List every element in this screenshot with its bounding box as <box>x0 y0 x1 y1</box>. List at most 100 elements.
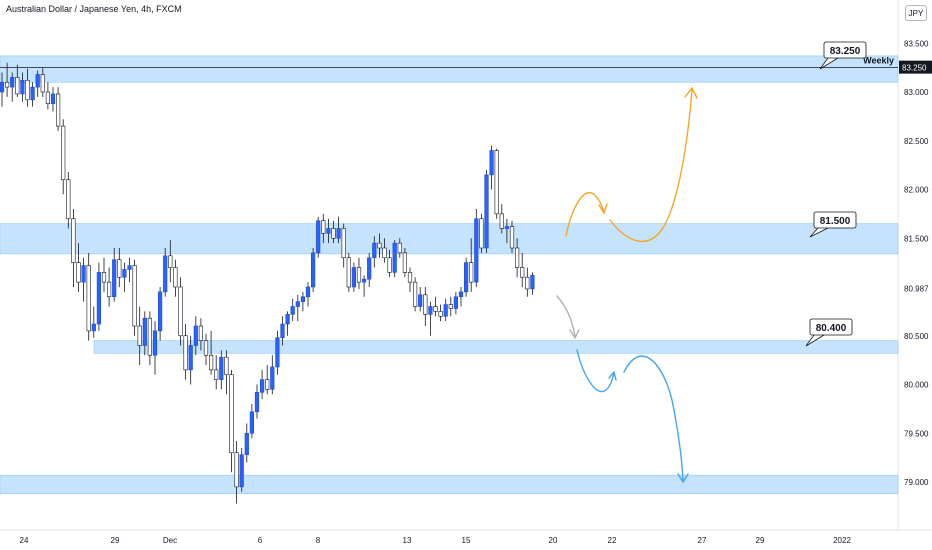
candle-body <box>214 369 219 380</box>
candle <box>479 213 484 253</box>
candle-body <box>458 291 464 298</box>
price-tick-label: 80.500 <box>904 332 929 341</box>
orange-arrowhead-2 <box>684 86 698 99</box>
candle-body <box>489 150 494 176</box>
candle <box>173 259 178 297</box>
price-callout[interactable]: 81.500 <box>809 211 857 238</box>
callout-text: 83.250 <box>830 46 861 57</box>
candle-body <box>152 330 158 356</box>
candle-body <box>45 91 50 104</box>
price-tick-label: 80.987 <box>904 284 929 293</box>
blue-projection-part-2 <box>623 355 684 481</box>
grey-arrowhead <box>569 329 580 340</box>
weekly-level-line: Weekly <box>0 56 898 69</box>
candle-body <box>367 257 372 280</box>
price-axis[interactable]: 83.500 83.000 82.500 82.000 81.500 80.987 80.5… <box>899 39 932 487</box>
candle-body <box>377 242 382 249</box>
candle <box>372 236 377 268</box>
time-tick-label: Dec <box>163 536 177 545</box>
candle-body <box>438 311 443 317</box>
zone-4[interactable] <box>0 474 899 494</box>
time-tick-label: 27 <box>698 536 707 545</box>
candle <box>91 306 96 338</box>
blue-arrowhead-2 <box>677 473 689 484</box>
candle-body <box>361 278 367 283</box>
candle-body <box>209 354 214 371</box>
candle <box>530 272 535 295</box>
chart-title: Australian Dollar / Japanese Yen, 4h, FX… <box>6 4 182 14</box>
callout-pointer <box>819 57 839 70</box>
price-callout[interactable]: 83.250 <box>819 41 867 70</box>
zone-1[interactable] <box>0 55 899 83</box>
currency-button[interactable]: JPY <box>905 5 927 21</box>
candle <box>438 304 443 322</box>
candle-body <box>15 77 20 95</box>
candle-body <box>147 317 153 356</box>
candle-body <box>310 252 316 288</box>
candle-body <box>101 272 107 283</box>
candle-body <box>275 337 280 368</box>
candle-body <box>484 174 489 249</box>
candle <box>428 301 433 336</box>
candle-body <box>494 150 499 215</box>
candle-body <box>316 220 321 254</box>
candle <box>443 298 448 322</box>
candle-body <box>107 281 112 298</box>
candle-body <box>50 93 56 104</box>
candle <box>198 318 204 351</box>
time-tick-label: 29 <box>111 536 120 545</box>
zone-2[interactable] <box>0 223 899 255</box>
candle <box>290 298 295 322</box>
candle-body <box>418 294 423 307</box>
time-tick-label: 15 <box>462 536 471 545</box>
candle-body <box>244 432 249 456</box>
candle-body <box>5 81 10 88</box>
candle <box>407 267 413 292</box>
time-axis[interactable]: 24 29 Dec 6 8 13 15 20 22 27 29 2022 <box>20 536 852 545</box>
candle <box>249 404 255 439</box>
price-tick-label: 79.000 <box>904 478 929 487</box>
candle <box>20 72 25 102</box>
candle-body <box>514 247 520 268</box>
candle <box>137 306 142 365</box>
candle-body <box>188 345 193 371</box>
candle-body <box>122 269 127 278</box>
candle-body <box>372 242 377 259</box>
candle-body <box>20 80 25 95</box>
price-callouts: 83.250 81.500 80.400 <box>805 41 867 347</box>
candle <box>142 311 147 356</box>
candle <box>509 220 515 253</box>
candle <box>61 119 66 195</box>
candle-body <box>509 226 515 249</box>
candle-body <box>127 265 132 270</box>
candle <box>367 252 372 287</box>
candle-body <box>30 86 35 101</box>
candle-body <box>193 325 198 346</box>
candle <box>55 87 61 131</box>
candle <box>514 238 520 278</box>
candle <box>209 330 214 375</box>
candle <box>147 311 153 365</box>
candle <box>331 220 336 244</box>
candle <box>117 248 122 287</box>
candle <box>158 287 163 341</box>
candle-body <box>504 226 510 229</box>
candle-body <box>300 296 306 302</box>
candle <box>188 335 193 385</box>
candle <box>254 384 260 419</box>
candle <box>275 330 280 375</box>
price-callout[interactable]: 80.400 <box>805 318 853 347</box>
candlesticks <box>0 62 535 504</box>
candle <box>448 296 453 317</box>
callout-box <box>809 318 853 336</box>
candle <box>336 216 341 244</box>
candle <box>392 240 397 278</box>
candle-body <box>428 306 433 315</box>
candle <box>163 248 168 297</box>
callout-box <box>823 41 867 59</box>
candle-body <box>35 74 40 88</box>
candle <box>101 257 107 292</box>
zone-3[interactable] <box>93 340 899 354</box>
candle-body <box>168 255 173 268</box>
